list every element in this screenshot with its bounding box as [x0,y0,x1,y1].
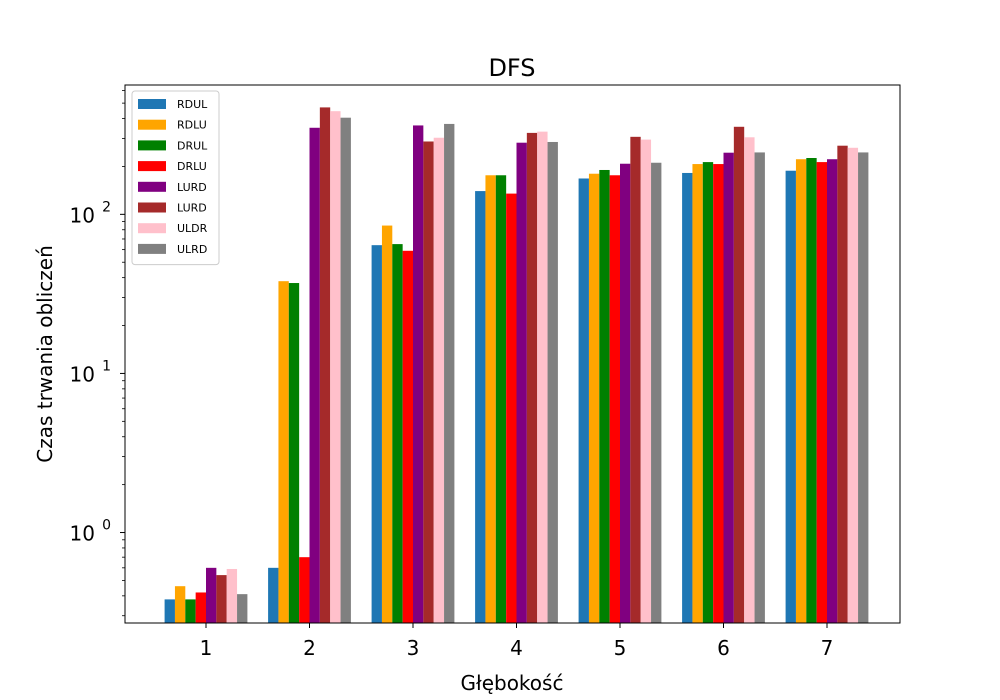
bar-rdlu-7 [795,159,807,624]
legend-label: LURD [177,181,207,194]
legend-swatch [138,243,166,254]
bar-drlu-5 [609,175,620,623]
bar-ulrd-5 [651,162,662,624]
bar-drul-2 [288,283,300,623]
y-tick-exponent: 0 [102,518,111,534]
bar-ulrd-1 [237,594,248,623]
legend-label: RDLU [177,119,207,132]
bars-group [164,107,869,624]
legend-swatch [138,99,166,109]
legend-swatch [138,202,166,213]
bar-ulrd-7 [858,152,869,624]
bar-drul-7 [806,158,817,623]
bar-rdul-6 [682,172,693,623]
bar-drul-4 [495,175,507,623]
bar-uldr-3 [433,137,445,624]
bar-ulrd-2 [340,117,351,623]
y-axis-label: Czas trwania obliczeń [33,245,57,463]
x-axis-ticks: 1 2 3 4 5 6 7 [200,623,834,660]
bar-rdul-1 [164,599,175,623]
bar-lurd-1 [216,575,227,623]
legend-swatch [138,161,166,172]
bar-drul-3 [392,244,403,623]
bar-rdul-4 [475,191,486,623]
y-tick-exponent: 1 [102,358,111,374]
legend-label: RDUL [177,98,208,111]
bar-lurd-2 [319,107,331,623]
bar-drlu-2 [299,557,310,623]
legend: RDUL RDLU DRUL DRLU LURD LURD ULDR ULRD [131,90,220,266]
bar-rdlu-6 [692,164,703,623]
y-tick-label: 10 [70,522,95,546]
bar-rdul-3 [371,245,382,624]
legend-label: ULDR [177,222,208,235]
bar-uldr-5 [640,139,652,623]
bar-drul-1 [185,599,196,623]
bar-lurd-2 [309,127,320,624]
legend-swatch [138,140,166,151]
x-tick-label: 1 [200,636,213,660]
bar-drlu-1 [195,592,206,623]
bar-rdlu-3 [381,225,393,623]
x-axis-label: Głębokość [461,671,564,695]
legend-swatch [138,223,166,234]
bar-drlu-4 [506,193,517,623]
bar-drul-6 [702,162,714,623]
legend-label: DRUL [177,139,208,152]
bar-rdul-5 [578,178,589,624]
bar-uldr-7 [847,147,859,623]
legend-box [131,90,220,266]
bar-uldr-4 [537,131,548,623]
bar-lurd-3 [413,125,424,623]
bar-rdlu-2 [278,281,289,623]
y-axis-ticks: 10 0 10 1 10 2 [70,90,125,617]
bar-ulrd-4 [547,141,558,623]
bar-drlu-3 [402,250,413,624]
bar-drul-5 [599,169,610,624]
legend-swatch [138,181,166,192]
chart-title: DFS [488,54,535,82]
x-tick-label: 6 [717,636,730,660]
x-tick-label: 7 [821,636,834,660]
x-tick-label: 5 [614,636,627,660]
bar-lurd-4 [516,142,527,623]
bar-lurd-1 [206,567,217,623]
bar-lurd-5 [630,136,641,623]
bar-lurd-7 [827,159,838,624]
bar-rdlu-1 [174,586,186,623]
bar-lurd-7 [837,145,848,623]
bar-drlu-6 [713,164,724,623]
legend-label: LURD [177,202,207,215]
bar-lurd-5 [620,163,631,624]
bar-rdlu-5 [588,173,600,623]
bar-lurd-4 [526,132,538,623]
x-tick-label: 4 [510,636,523,660]
bar-lurd-3 [423,141,434,624]
bar-ulrd-6 [754,152,765,624]
bar-lurd-6 [733,126,745,623]
y-tick-label: 10 [70,362,95,386]
bar-rdlu-4 [485,175,496,623]
bar-rdul-7 [785,170,796,623]
bar-drlu-7 [816,162,827,623]
legend-label: DRLU [177,160,207,173]
bar-lurd-6 [723,152,734,623]
legend-label: ULRD [177,243,207,256]
bar-ulrd-3 [444,123,455,624]
legend-swatch [138,119,166,130]
y-tick-exponent: 2 [102,199,111,215]
bar-uldr-2 [330,111,341,624]
bar-uldr-1 [226,568,238,623]
x-tick-label: 2 [303,636,316,660]
plot-frame [124,84,901,624]
bar-rdul-2 [268,567,279,623]
y-tick-label: 10 [70,203,95,227]
x-tick-label: 3 [407,636,420,660]
bar-uldr-6 [744,137,755,623]
